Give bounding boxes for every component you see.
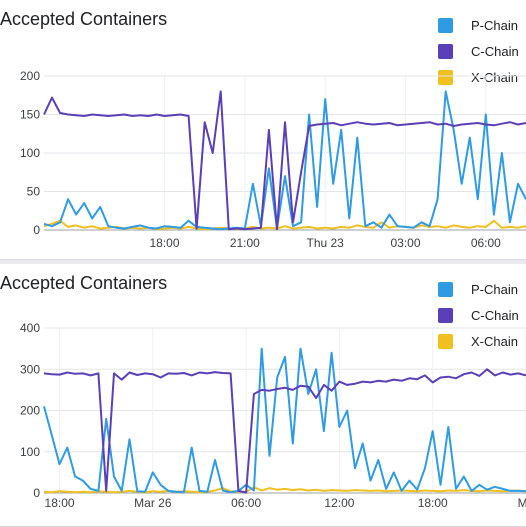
line-chart-top[interactable]: 0 50 100 150 200 18:00 21:00 Thu 23 03:00 06:00 [0,0,526,259]
legend-label: C-Chain [471,307,519,323]
line-chart-bottom[interactable]: 0 100 200 300 400 18:00 Mar 26 06:00 12:00 18:00 M… [0,264,526,526]
chart-legend: P-Chain C-Chain X-Chain [438,276,519,354]
x-tick-label: Mar 26 [134,496,172,510]
x-tick-label: 06:00 [231,496,261,510]
legend-label: X-Chain [471,69,518,85]
legend-swatch-p-chain [438,281,453,297]
y-tick-label: 50 [27,185,41,199]
y-tick-label: 100 [20,445,40,459]
series-line-x-chain[interactable] [43,486,526,494]
series-line-p-chain[interactable] [43,347,526,494]
legend-label: X-Chain [471,333,518,349]
series-line-c-chain[interactable] [43,90,526,231]
chart-panel-top: Accepted Containers P-Chain C-Chain X-Ch… [0,0,526,260]
x-tick-label: 18:00 [418,496,448,510]
series-line-c-chain[interactable] [43,368,526,494]
legend-label: C-Chain [471,43,519,59]
series-line-p-chain[interactable] [43,90,526,231]
x-tick-label: 12:00 [324,496,354,510]
x-tick-label: Mo [518,496,526,510]
legend-item-x-chain[interactable]: X-Chain [438,328,519,354]
chart-panel-bottom: Accepted Containers P-Chain C-Chain X-Ch… [0,264,526,527]
legend-swatch-c-chain [438,307,453,323]
legend-swatch-x-chain [438,333,453,349]
y-tick-label: 400 [20,321,40,335]
legend-item-p-chain[interactable]: P-Chain [438,12,519,38]
x-tick-label: 18:00 [149,236,179,250]
y-tick-label: 100 [20,146,40,160]
x-tick-label: Thu 23 [306,236,344,250]
legend-item-x-chain[interactable]: X-Chain [438,64,519,90]
legend-item-p-chain[interactable]: P-Chain [438,276,519,302]
y-tick-label: 150 [20,108,40,122]
chart-title: Accepted Containers [0,273,168,293]
x-tick-label: 21:00 [230,236,260,250]
legend-label: P-Chain [471,17,518,33]
legend-swatch-x-chain [438,69,453,85]
y-tick-label: 0 [33,486,40,500]
legend-label: P-Chain [471,281,518,297]
chart-legend: P-Chain C-Chain X-Chain [438,12,519,90]
y-tick-label: 200 [20,69,40,83]
legend-swatch-p-chain [438,17,453,33]
x-tick-label: 06:00 [471,236,501,250]
y-tick-label: 0 [33,223,40,237]
y-tick-label: 300 [20,362,40,376]
y-tick-label: 200 [20,404,40,418]
x-tick-label: 18:00 [45,496,75,510]
legend-item-c-chain[interactable]: C-Chain [438,38,519,64]
x-tick-label: 03:00 [390,236,420,250]
chart-title: Accepted Containers [0,9,168,29]
legend-swatch-c-chain [438,43,453,59]
legend-item-c-chain[interactable]: C-Chain [438,302,519,328]
